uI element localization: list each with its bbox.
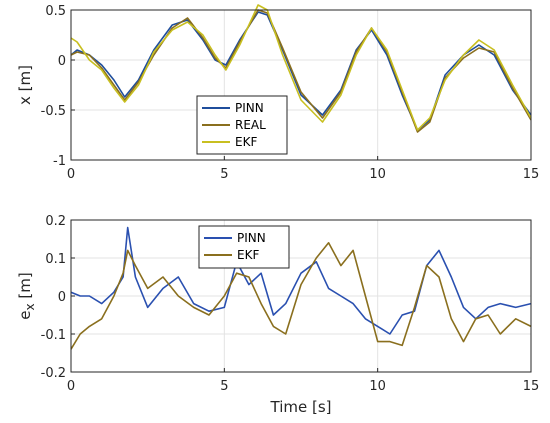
y-tick-label: -0.1 <box>41 328 66 343</box>
y-tick-label: 0.1 <box>45 252 66 267</box>
y-axis-label: ex [m] <box>16 272 37 319</box>
x-tick-label: 5 <box>220 379 228 394</box>
x-tick-label: 0 <box>67 167 75 182</box>
x-tick-label: 15 <box>523 167 540 182</box>
legend-label-real: REAL <box>235 118 266 132</box>
axes-box <box>70 219 532 373</box>
x-tick-label: 0 <box>67 379 75 394</box>
x-tick-label: 5 <box>220 167 228 182</box>
series-line-pinn <box>70 226 532 335</box>
y-tick-label: -0.5 <box>41 104 66 119</box>
axes-box <box>70 9 532 161</box>
y-axis-label: x [m] <box>16 65 34 105</box>
legend-label-pinn: PINN <box>237 231 266 245</box>
plot-area <box>71 10 531 160</box>
bottom-chart: 0 5 10 15 -0.2 -0.1 0 0.1 0.2 ex [m] Time [s] PINN E… <box>16 214 539 416</box>
legend-label-ekf: EKF <box>237 248 259 262</box>
y-tick-label: -0.2 <box>41 366 66 381</box>
legend: PINN EKF <box>198 225 290 269</box>
legend-label-ekf: EKF <box>235 135 257 149</box>
y-tick-label: 0 <box>58 290 66 305</box>
legend: PINN REAL EKF <box>196 95 288 155</box>
x-tick-label: 10 <box>369 167 386 182</box>
x-tick-label: 10 <box>369 379 386 394</box>
y-tick-label: 0.2 <box>45 214 66 229</box>
series-line-ekf <box>70 4 532 131</box>
legend-box <box>198 225 290 269</box>
x-tick-label: 15 <box>523 379 540 394</box>
top-chart: 0 5 10 15 -1 -0.5 0 0.5 x [m] PINN REAL EKF <box>16 4 539 182</box>
y-axis-label-sub: x <box>23 303 37 310</box>
x-axis-label: Time [s] <box>270 398 332 416</box>
y-axis-label-main: e <box>16 310 34 319</box>
y-tick-label: 0 <box>58 54 66 69</box>
legend-label-pinn: PINN <box>235 101 264 115</box>
y-tick-label: 0.5 <box>45 4 66 19</box>
series-line-ekf <box>70 242 532 350</box>
y-tick-label: -1 <box>53 154 66 169</box>
y-axis-label-unit: [m] <box>16 272 34 298</box>
